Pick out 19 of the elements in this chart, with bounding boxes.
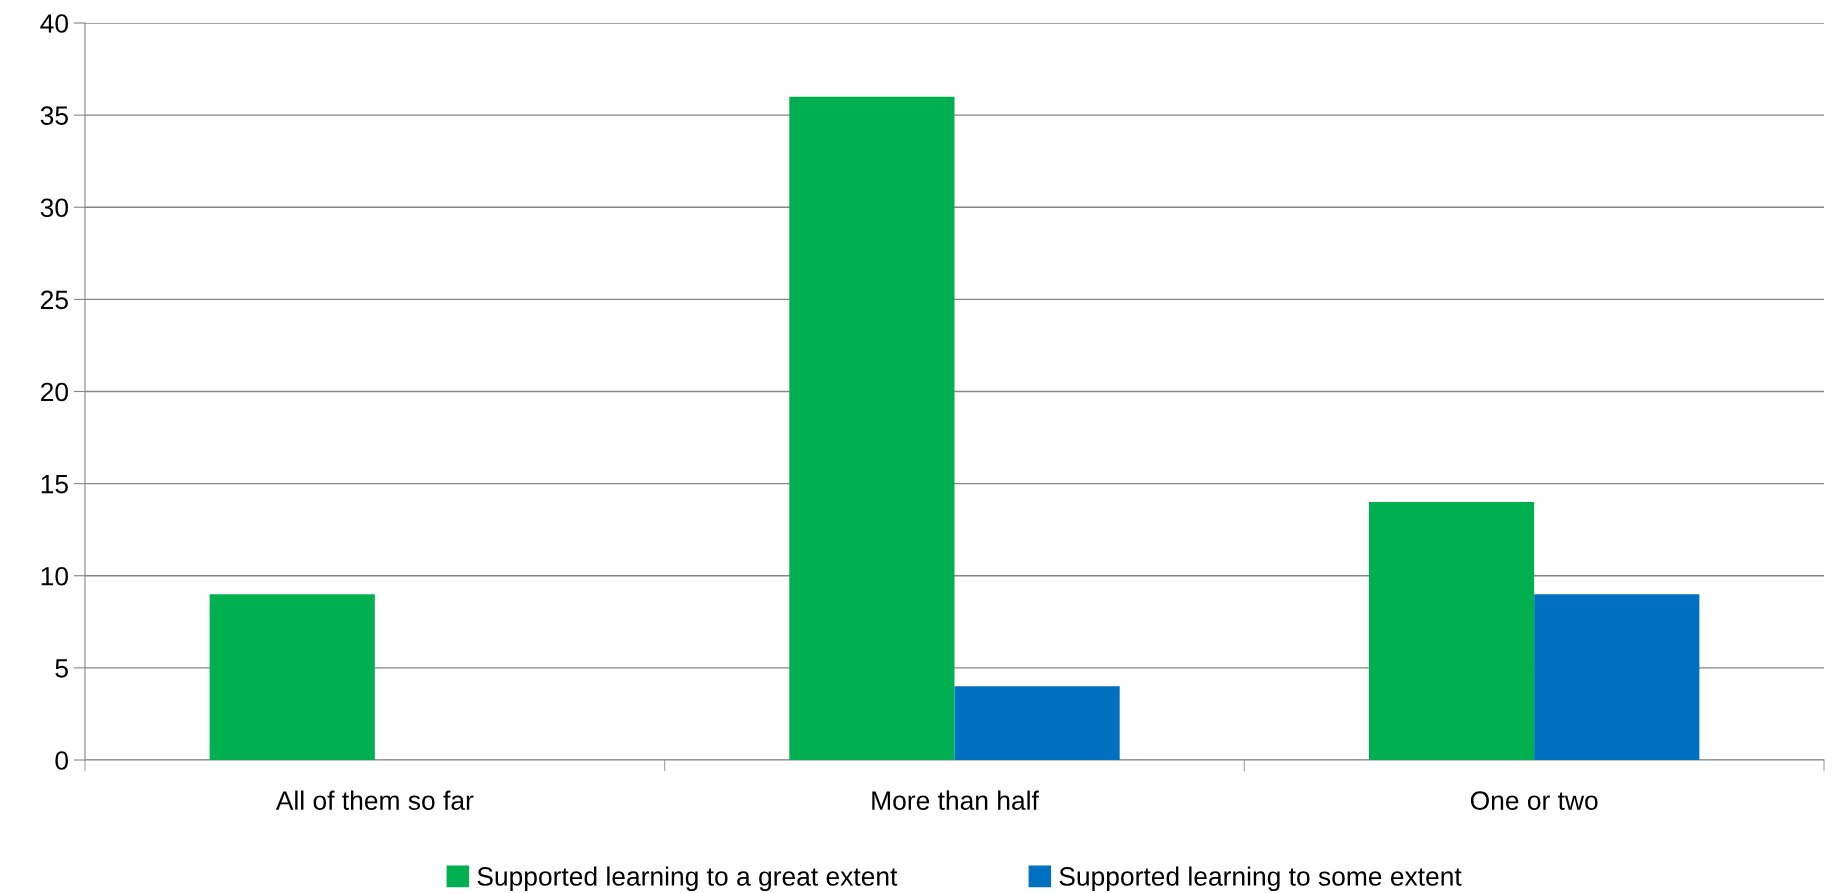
legend-label: Supported learning to a great extent bbox=[477, 866, 898, 892]
legend-label: Supported learning to some extent bbox=[1059, 866, 1462, 892]
x-tick-label: All of them so far bbox=[275, 790, 474, 810]
y-tick-label: 20 bbox=[41, 382, 68, 402]
y-tick-label: 0 bbox=[55, 751, 68, 770]
x-tick-label: One or two bbox=[1470, 791, 1598, 810]
y-tick-label: 5 bbox=[55, 659, 68, 678]
y-tick-label: 35 bbox=[40, 106, 68, 125]
y-tick-label: 10 bbox=[41, 566, 68, 586]
bar bbox=[209, 594, 375, 760]
y-tick-label: 30 bbox=[40, 198, 68, 218]
y-tick-label: 40 bbox=[40, 14, 68, 33]
x-tick-label: More than half bbox=[872, 790, 1039, 810]
y-tick-label: 15 bbox=[41, 475, 68, 494]
bar bbox=[1534, 594, 1700, 760]
bar bbox=[954, 686, 1120, 760]
y-tick-label: 25 bbox=[41, 290, 68, 310]
bar bbox=[1368, 502, 1535, 760]
bar bbox=[789, 96, 955, 760]
